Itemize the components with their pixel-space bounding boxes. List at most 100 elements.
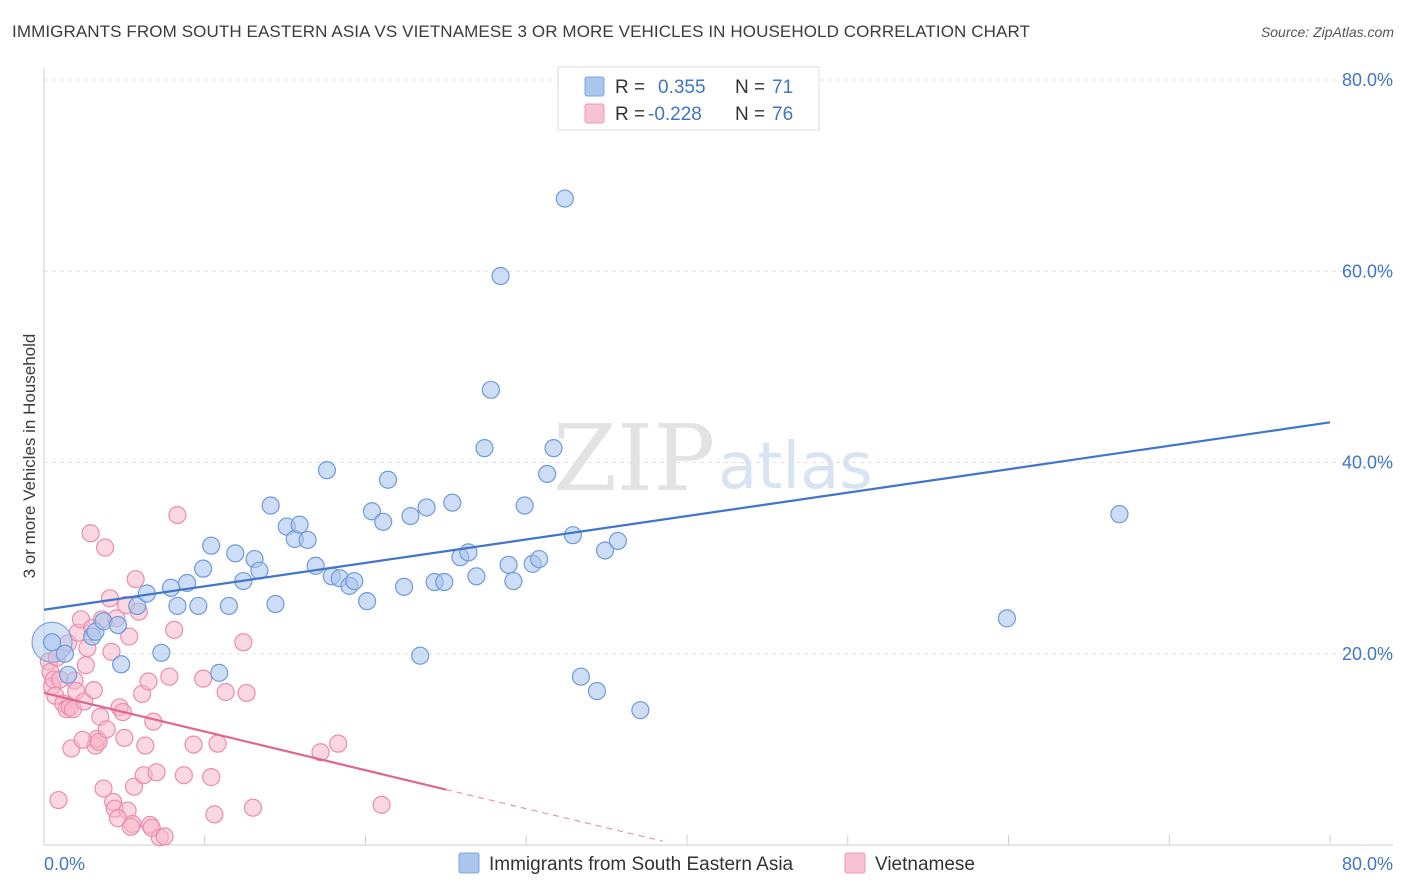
sea-immigrant-point <box>401 506 420 526</box>
chart-title: IMMIGRANTS FROM SOUTH EASTERN ASIA VS VI… <box>12 22 1030 41</box>
legend-n-value-2: 76 <box>772 104 793 125</box>
vietnamese-point <box>142 818 161 837</box>
vietnamese-point <box>81 524 100 543</box>
correlation-legend: R = 0.355 N = 71 R = -0.228 N = 76 <box>557 66 820 131</box>
vietnamese-point <box>208 734 227 753</box>
sea-immigrant-point <box>345 571 364 591</box>
vietnamese-point <box>168 505 187 525</box>
sea-immigrant-point <box>290 515 309 534</box>
sea-immigrant-point <box>202 536 221 555</box>
vietnamese-point <box>121 817 140 836</box>
sea-immigrant-point <box>168 596 187 616</box>
sea-immigrant-point <box>475 439 494 458</box>
legend-r-label-2: R = <box>615 104 645 125</box>
vietnamese-point <box>94 779 113 798</box>
sea-immigrant-point <box>128 596 147 616</box>
vietnamese-point <box>202 768 221 787</box>
series-legend-swatch-blue <box>458 852 480 874</box>
sea-immigrant-point <box>298 530 317 550</box>
vietnamese-point <box>234 633 253 652</box>
vietnamese-point <box>108 809 128 828</box>
vietnamese-point <box>194 669 213 688</box>
sea-immigrant-point <box>1110 505 1129 524</box>
trend-lines <box>43 421 1331 842</box>
vietnamese-point <box>147 763 166 782</box>
sea-immigrant-point <box>467 567 486 586</box>
sea-immigrant-point <box>571 667 591 686</box>
vietnamese-point <box>155 827 174 846</box>
sea-immigrant-point <box>587 681 607 701</box>
vietnamese-point <box>329 734 348 753</box>
series-legend-swatch-pink <box>844 852 866 874</box>
sea-immigrant-point <box>317 461 337 480</box>
gridlines <box>44 79 1393 655</box>
legend-n-value-1: 71 <box>772 77 793 98</box>
sea-immigrant-point <box>55 644 74 663</box>
series-legend-label-pink: Vietnamese <box>875 854 975 875</box>
sea-immigrant-point <box>563 526 582 545</box>
vietnamese-point <box>73 730 92 749</box>
y-axis-label: 3 or more Vehicles in Household <box>20 334 39 579</box>
series-legend-label-blue: Immigrants from South Eastern Asia <box>489 854 794 875</box>
trend-line-vietnamese-extension <box>445 788 664 842</box>
sea-immigrant-point <box>499 555 518 574</box>
sea-immigrant-point <box>394 577 414 596</box>
vietnamese-point <box>97 720 116 739</box>
legend-r-value-2: -0.228 <box>648 104 702 125</box>
sea-immigrant-point <box>226 544 245 563</box>
sea-immigrant-point <box>435 572 454 592</box>
sea-immigrant-point <box>59 665 78 684</box>
vietnamese-point <box>311 743 330 762</box>
y-tick-label: 20.0% <box>1342 644 1393 664</box>
sea-immigrant-point <box>261 496 280 515</box>
sea-immigrant-point <box>417 498 436 517</box>
sea-immigrant-point <box>491 266 510 286</box>
vietnamese-point <box>115 728 134 748</box>
sea-immigrant-point <box>362 502 382 521</box>
legend-r-value-1: 0.355 <box>658 77 706 98</box>
sea-immigrant-point <box>504 571 523 591</box>
vietnamese-point <box>120 627 139 646</box>
legend-n-label-2: N = <box>735 104 765 125</box>
sea-immigrant-point <box>374 512 393 531</box>
series-legend: Immigrants from South Eastern Asia Vietn… <box>458 852 975 875</box>
sea-immigrant-point <box>161 578 181 597</box>
vietnamese-point <box>136 736 155 755</box>
vietnamese-point <box>160 667 179 686</box>
vietnamese-point <box>126 570 145 589</box>
sea-immigrant-point <box>555 189 574 208</box>
vietnamese-point <box>184 735 203 754</box>
sea-immigrant-point <box>997 609 1016 628</box>
legend-swatch-blue <box>584 76 605 97</box>
sea-immigrant-point <box>608 531 627 551</box>
x-axis-ticks <box>204 835 1331 845</box>
sea-immigrant-point <box>194 559 213 578</box>
y-tick-labels: 20.0% 40.0% 60.0% 80.0% <box>1342 70 1393 664</box>
sea-immigrant-point <box>515 496 534 515</box>
watermark-zip: ZIP <box>553 405 715 512</box>
x-tick-label-min: 0.0% <box>44 854 85 874</box>
sea-immigrant-point <box>481 380 500 399</box>
trend-line-vietnamese <box>43 691 447 791</box>
sea-immigrant-point <box>152 643 171 662</box>
vietnamese-point <box>49 790 68 810</box>
vietnamese-point <box>243 798 263 817</box>
vietnamese-point <box>174 766 193 785</box>
vietnamese-point <box>95 538 115 557</box>
source-label: Source: ZipAtlas.com <box>1260 24 1394 40</box>
sea-immigrant-point <box>538 464 557 484</box>
sea-immigrant-point <box>358 592 377 611</box>
sea-immigrant-point <box>631 701 650 720</box>
y-tick-label: 80.0% <box>1342 70 1393 90</box>
legend-n-label-1: N = <box>735 77 765 98</box>
vietnamese-point <box>139 672 158 691</box>
sea-immigrant-point <box>266 594 285 614</box>
vietnamese-point <box>84 680 103 700</box>
vietnamese-point <box>237 683 256 703</box>
vietnamese-point <box>216 682 235 702</box>
legend-swatch-pink <box>584 103 605 124</box>
sea-immigrant-point <box>210 663 229 682</box>
x-tick-label-max: 80.0% <box>1342 854 1393 874</box>
vietnamese-point <box>205 805 224 824</box>
